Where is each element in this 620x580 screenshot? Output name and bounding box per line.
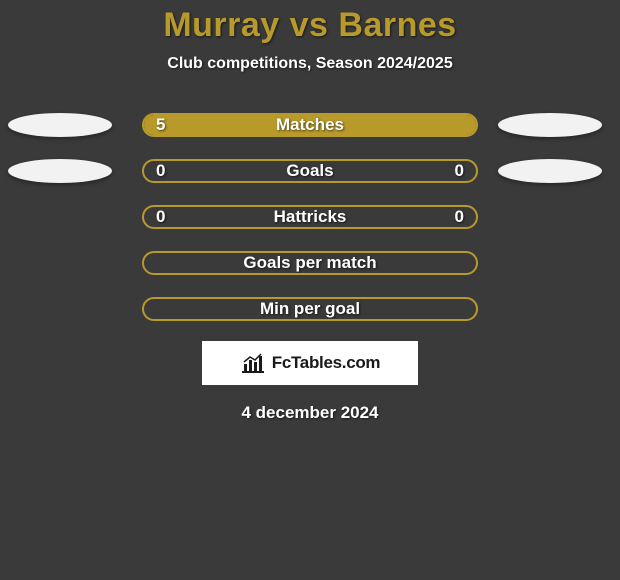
date-label: 4 december 2024 <box>241 403 378 423</box>
stat-value-right: 0 <box>455 161 464 181</box>
stat-label: Goals per match <box>144 253 476 273</box>
page-title: Murray vs Barnes <box>163 6 456 45</box>
player-avatar-right <box>498 113 602 137</box>
stat-row: Matches5 <box>0 113 620 137</box>
brand-logo: FcTables.com <box>202 341 418 385</box>
stat-bar: Goals per match <box>142 251 478 275</box>
stat-value-right: 0 <box>455 207 464 227</box>
comparison-infographic: Murray vs Barnes Club competitions, Seas… <box>0 0 620 580</box>
player-avatar-left <box>8 159 112 183</box>
stat-row: Goals0 0 <box>0 159 620 183</box>
stat-value-left: 0 <box>156 207 165 227</box>
stat-bar: Goals0 0 <box>142 159 478 183</box>
stat-label: Hattricks <box>144 207 476 227</box>
player-avatar-right <box>498 159 602 183</box>
bar-chart-icon <box>240 352 266 374</box>
stat-row: Hattricks0 0 <box>0 205 620 229</box>
stat-label: Goals <box>144 161 476 181</box>
stat-bar: Matches5 <box>142 113 478 137</box>
stat-label: Min per goal <box>144 299 476 319</box>
player-avatar-left <box>8 113 112 137</box>
brand-text: FcTables.com <box>272 353 381 373</box>
bar-fill-left <box>144 115 476 135</box>
stat-value-left: 0 <box>156 161 165 181</box>
subtitle: Club competitions, Season 2024/2025 <box>167 55 452 73</box>
stat-bar: Min per goal <box>142 297 478 321</box>
stat-bar: Hattricks0 0 <box>142 205 478 229</box>
stat-rows: Matches5Goals00Hattricks00Goals per matc… <box>0 113 620 321</box>
stat-row: Min per goal <box>0 297 620 321</box>
stat-row: Goals per match <box>0 251 620 275</box>
